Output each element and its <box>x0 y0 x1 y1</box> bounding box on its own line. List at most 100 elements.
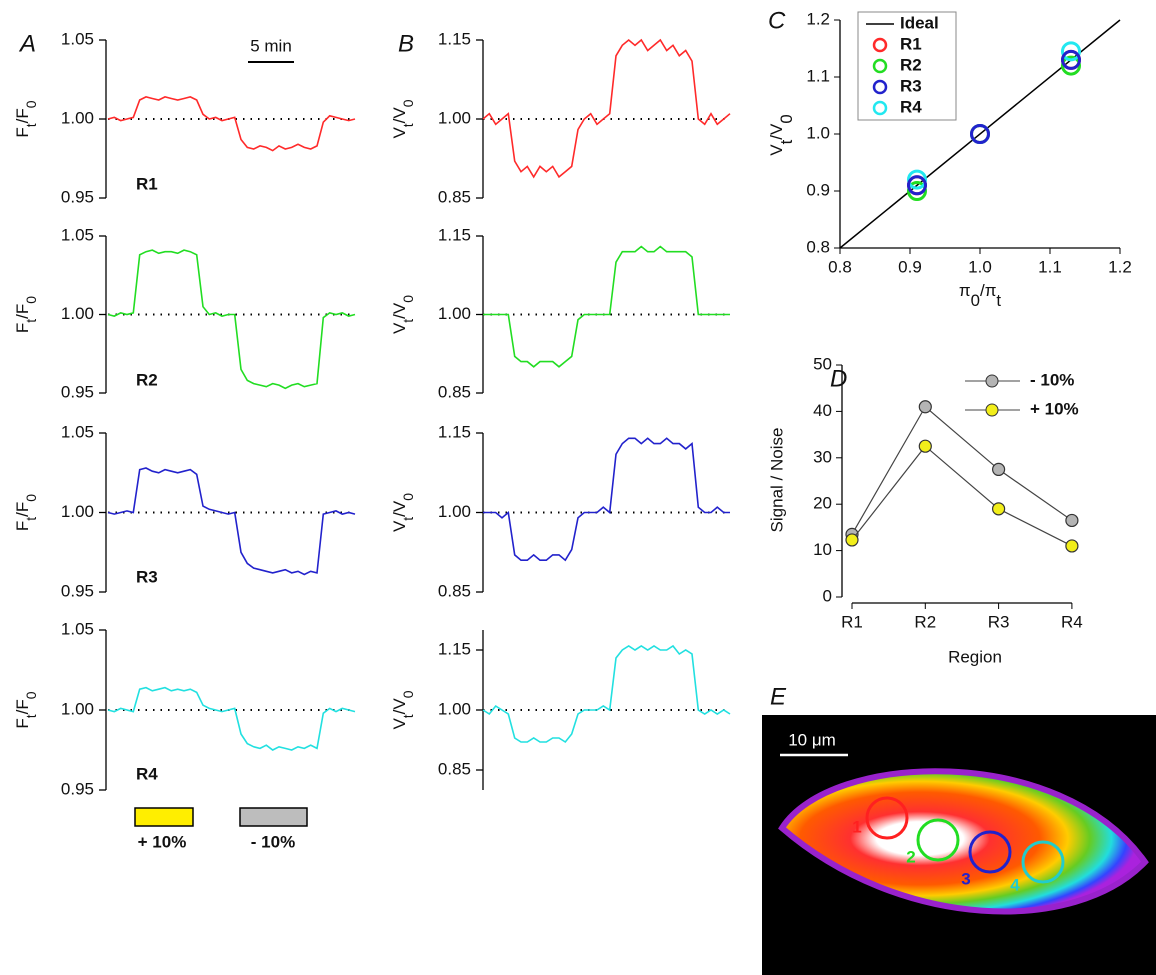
trace <box>108 468 355 575</box>
label-part: /π <box>980 281 996 300</box>
y-tick-label: 1.00 <box>438 502 471 521</box>
point <box>993 463 1005 475</box>
point <box>1066 540 1078 552</box>
y-axis-label: Ft/F0 <box>13 494 38 531</box>
y-tick-label: 1.05 <box>61 422 94 441</box>
panel-letter: D <box>830 365 847 392</box>
legend-label: R4 <box>900 97 922 116</box>
label-part: /V <box>390 302 409 319</box>
y-axis-label: Vt/V0 <box>390 295 415 334</box>
panel-letter: B <box>398 30 414 57</box>
x-tick-label: R2 <box>914 612 936 631</box>
roi-label: 4 <box>1010 875 1020 894</box>
x-tick-label: R3 <box>988 612 1010 631</box>
legend-marker <box>986 404 998 416</box>
label-part: /V <box>390 698 409 715</box>
y-tick-label: 0.95 <box>61 779 94 798</box>
stimulus-box <box>135 808 193 826</box>
y-tick-label: 0.95 <box>61 581 94 600</box>
y-tick-label: 1.05 <box>61 225 94 244</box>
time-scale-label: 5 min <box>250 36 292 55</box>
label-part: 0 <box>23 296 39 304</box>
x-tick-label: R1 <box>841 612 863 631</box>
y-tick-label: 1.00 <box>438 304 471 323</box>
y-tick-label: 0 <box>823 586 832 605</box>
label-part: F <box>13 521 32 531</box>
stimulus-box <box>240 808 307 826</box>
x-tick-label: 1.1 <box>1038 257 1062 276</box>
y-tick-label: 0.85 <box>438 187 471 206</box>
trace <box>108 688 355 750</box>
x-axis-label: Region <box>948 647 1002 666</box>
y-tick-label: 1.15 <box>438 422 471 441</box>
panel-letter: E <box>770 683 787 710</box>
legend-label: - 10% <box>1030 370 1074 389</box>
trace <box>483 40 730 177</box>
label-part: F <box>13 323 32 333</box>
label-part: V <box>390 127 409 139</box>
legend-label: + 10% <box>1030 399 1079 418</box>
page: {"chart_data":[ {"type":"line","ylim":[0… <box>0 0 1156 975</box>
label-part: /F <box>13 502 32 517</box>
trace <box>483 438 730 560</box>
y-tick-label: 1.1 <box>806 66 830 85</box>
y-tick-label: 1.00 <box>438 699 471 718</box>
region-label: R4 <box>136 764 158 783</box>
y-tick-label: 1.05 <box>61 29 94 48</box>
y-tick-label: 1.05 <box>61 619 94 638</box>
region-label: R2 <box>136 370 158 389</box>
point <box>919 401 931 413</box>
y-axis-label: Ft/F0 <box>13 100 38 137</box>
label-part: 0 <box>23 100 39 108</box>
image-scale-label: 10 μm <box>788 730 836 749</box>
label-part: /F <box>13 108 32 123</box>
y-tick-label: 10 <box>813 540 832 559</box>
y-axis-label: Vt/V0 <box>390 493 415 532</box>
label-part: 0 <box>400 295 416 303</box>
x-tick-label: 1.0 <box>968 257 992 276</box>
y-tick-label: 0.9 <box>806 180 830 199</box>
label-part: 0 <box>400 493 416 501</box>
trace <box>108 250 355 388</box>
y-tick-label: 0.85 <box>438 759 471 778</box>
label-part: /V <box>390 107 409 124</box>
y-tick-label: 1.15 <box>438 225 471 244</box>
series-line <box>852 446 1072 546</box>
label-part: t <box>996 291 1001 310</box>
y-tick-label: 0.95 <box>61 187 94 206</box>
y-tick-label: 1.2 <box>806 9 830 28</box>
label-part: V <box>767 144 786 156</box>
series-line <box>852 407 1072 535</box>
label-part: /F <box>13 304 32 319</box>
label-part: V <box>390 520 409 532</box>
panel-letter: A <box>18 30 36 57</box>
y-tick-label: 0.85 <box>438 581 471 600</box>
panel-letter: C <box>768 7 786 34</box>
legend-label: R1 <box>900 34 922 53</box>
stimulus-label: - 10% <box>251 832 295 851</box>
label-part: 0 <box>23 691 39 699</box>
trace <box>483 247 730 367</box>
legend-label: R3 <box>900 76 922 95</box>
point <box>993 503 1005 515</box>
legend-marker <box>986 375 998 387</box>
label-part: V <box>390 322 409 334</box>
label-part: 0 <box>971 291 980 310</box>
stimulus-label: + 10% <box>138 832 187 851</box>
x-axis-label: π0/πt <box>959 281 1002 309</box>
y-tick-label: 1.00 <box>61 699 94 718</box>
label-part: π <box>959 281 971 300</box>
trace <box>483 646 730 742</box>
y-axis-label: Vt/V0 <box>390 690 415 729</box>
x-tick-label: R4 <box>1061 612 1083 631</box>
x-tick-label: 1.2 <box>1108 257 1132 276</box>
roi-label: 3 <box>961 869 970 888</box>
trace <box>108 97 355 151</box>
label-part: /F <box>13 699 32 714</box>
y-tick-label: 1.15 <box>438 639 471 658</box>
y-tick-label: 1.00 <box>61 108 94 127</box>
roi-label: 2 <box>906 847 915 866</box>
label-part: V <box>390 718 409 730</box>
y-tick-label: 1.00 <box>61 304 94 323</box>
y-axis-label: Vt/V0 <box>390 99 415 138</box>
